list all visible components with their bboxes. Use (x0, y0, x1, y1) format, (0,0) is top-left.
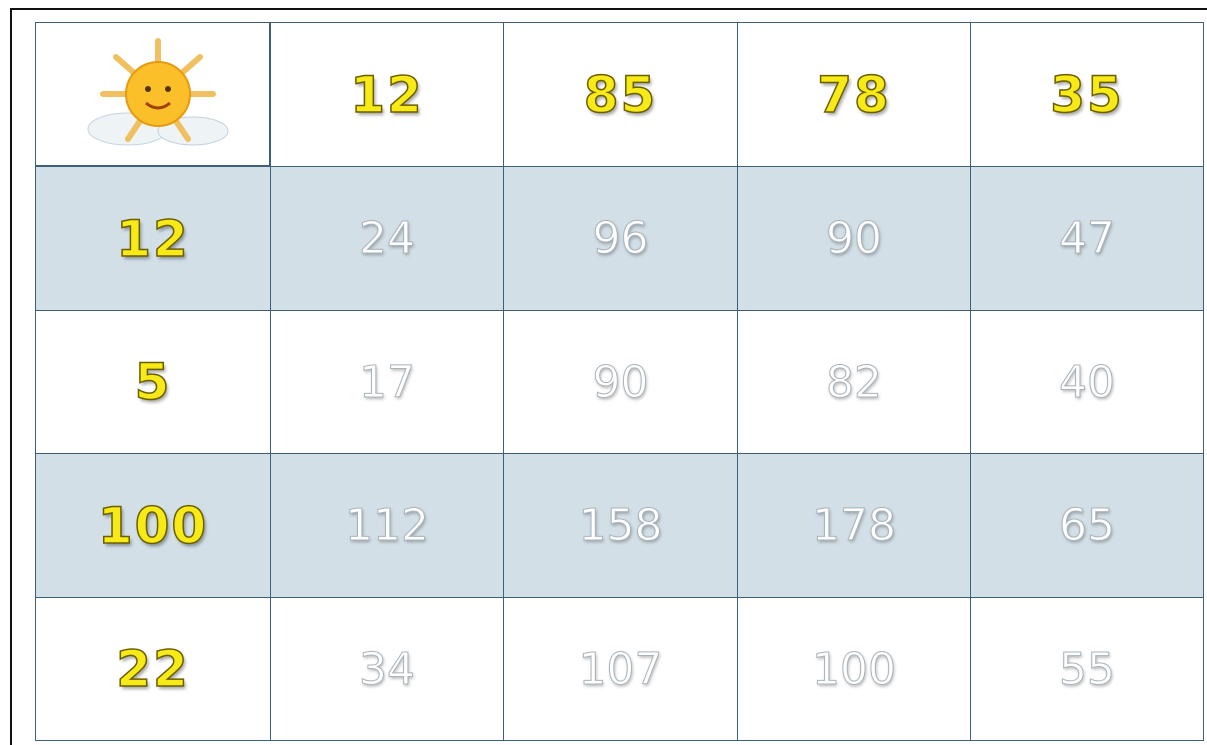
row-header: 12 (116, 210, 190, 268)
table-cell: 24 (270, 166, 504, 311)
sum-value: 178 (812, 500, 896, 551)
sum-value: 158 (579, 500, 663, 551)
sum-value: 24 (359, 213, 415, 264)
sun-icon (68, 29, 238, 159)
sum-value: 65 (1059, 500, 1115, 551)
column-header: 78 (817, 66, 891, 124)
table-cell: 35 (970, 22, 1204, 167)
table-cell: 100 (35, 453, 271, 598)
sum-value: 96 (593, 213, 649, 264)
sum-value: 40 (1059, 357, 1115, 408)
row-header: 22 (116, 640, 190, 698)
table-cell: 65 (970, 453, 1204, 598)
addition-table: 12 85 78 35 12 24 96 90 47 5 17 90 82 40 100 112 158 178 6… (35, 22, 1203, 740)
sum-value: 55 (1059, 644, 1115, 695)
table-cell: 5 (35, 310, 271, 454)
sum-value: 90 (826, 213, 882, 264)
corner-cell (35, 22, 270, 166)
sum-value: 100 (812, 644, 896, 695)
sum-value: 17 (359, 357, 415, 408)
column-header: 85 (584, 66, 658, 124)
column-header: 35 (1050, 66, 1124, 124)
table-cell: 90 (737, 166, 971, 311)
table-cell: 40 (970, 310, 1204, 454)
table-cell: 55 (970, 597, 1204, 741)
page: 12 85 78 35 12 24 96 90 47 5 17 90 82 40 100 112 158 178 6… (0, 0, 1207, 745)
table-cell: 22 (35, 597, 271, 741)
sum-value: 34 (359, 644, 415, 695)
row-header: 100 (98, 497, 208, 555)
table-cell: 158 (503, 453, 738, 598)
sum-value: 112 (345, 500, 429, 551)
table-cell: 107 (503, 597, 738, 741)
table-cell: 34 (270, 597, 504, 741)
table-cell: 112 (270, 453, 504, 598)
table-cell: 17 (270, 310, 504, 454)
table-cell: 90 (503, 310, 738, 454)
sum-value: 107 (579, 644, 663, 695)
table-cell: 12 (35, 166, 271, 311)
sum-value: 90 (593, 357, 649, 408)
table-cell: 12 (270, 22, 504, 167)
table-cell: 100 (737, 597, 971, 741)
table-cell: 47 (970, 166, 1204, 311)
table-cell: 96 (503, 166, 738, 311)
row-header: 5 (135, 353, 172, 411)
column-header: 12 (350, 66, 424, 124)
sum-value: 47 (1059, 213, 1115, 264)
table-cell: 78 (737, 22, 971, 167)
table-cell: 178 (737, 453, 971, 598)
table-cell: 85 (503, 22, 738, 167)
table-cell: 82 (737, 310, 971, 454)
sum-value: 82 (826, 357, 882, 408)
